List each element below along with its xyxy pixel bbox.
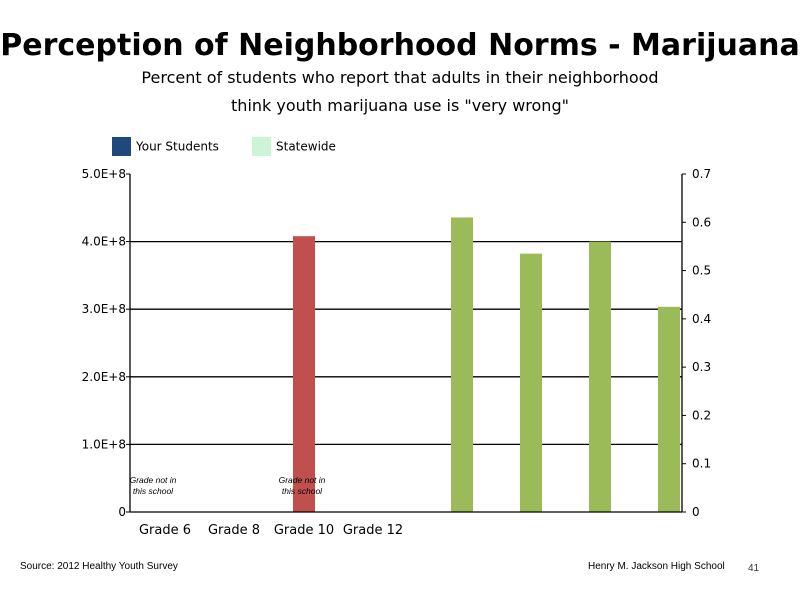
- right-axis-tick-label: 0.1: [692, 457, 711, 471]
- bar: [451, 217, 473, 512]
- bar: [520, 253, 542, 512]
- left-axis-tick-label: 1.0E+8: [82, 437, 126, 451]
- chart-title: Perception of Neighborhood Norms - Marij…: [0, 28, 800, 63]
- right-axis-tick-label: 0: [692, 505, 700, 519]
- right-axis-tick-label: 0.3: [692, 360, 711, 374]
- legend-label-statewide: Statewide: [276, 139, 336, 154]
- right-axis-tick-label: 0.7: [692, 167, 711, 181]
- right-axis-tick-label: 0.2: [692, 408, 711, 422]
- source-note: Source: 2012 Healthy Youth Survey: [20, 561, 178, 572]
- bar: [589, 241, 611, 512]
- chart-subtitle-line-1: Percent of students who report that adul…: [141, 68, 659, 87]
- legend-item-your-students: Your Students: [112, 137, 219, 156]
- left-axis-tick-label: 4.0E+8: [82, 235, 126, 249]
- right-axis-tick-label: 0.5: [692, 264, 711, 278]
- left-axis-tick-label: 0: [118, 505, 126, 519]
- bar: [293, 236, 315, 512]
- legend-label-your-students: Your Students: [136, 139, 219, 154]
- left-axis-tick-label: 3.0E+8: [82, 302, 126, 316]
- left-axis-tick-label: 2.0E+8: [82, 370, 126, 384]
- chart-subtitle-line-2: think youth marijuana use is "very wrong…: [231, 96, 569, 115]
- left-axis-tick-label: 5.0E+8: [82, 167, 126, 181]
- x-axis-category-label: Grade 12: [343, 523, 403, 538]
- legend-swatch-your-students: [112, 137, 131, 156]
- page-number: 41: [748, 563, 760, 574]
- school-name: Henry M. Jackson High School: [588, 561, 725, 572]
- x-axis-category-label: Grade 6: [139, 523, 191, 538]
- right-axis-tick-label: 0.6: [692, 215, 711, 229]
- legend-swatch-statewide: [252, 137, 271, 156]
- right-axis-tick-label: 0.4: [692, 312, 711, 326]
- x-axis-category-label: Grade 8: [208, 523, 260, 538]
- legend-item-statewide: Statewide: [252, 137, 336, 156]
- bar-annotation: Grade not in this school: [130, 475, 177, 496]
- bar: [658, 306, 680, 512]
- x-axis-category-label: Grade 10: [274, 523, 334, 538]
- bar-annotation: Grade not in this school: [279, 475, 326, 496]
